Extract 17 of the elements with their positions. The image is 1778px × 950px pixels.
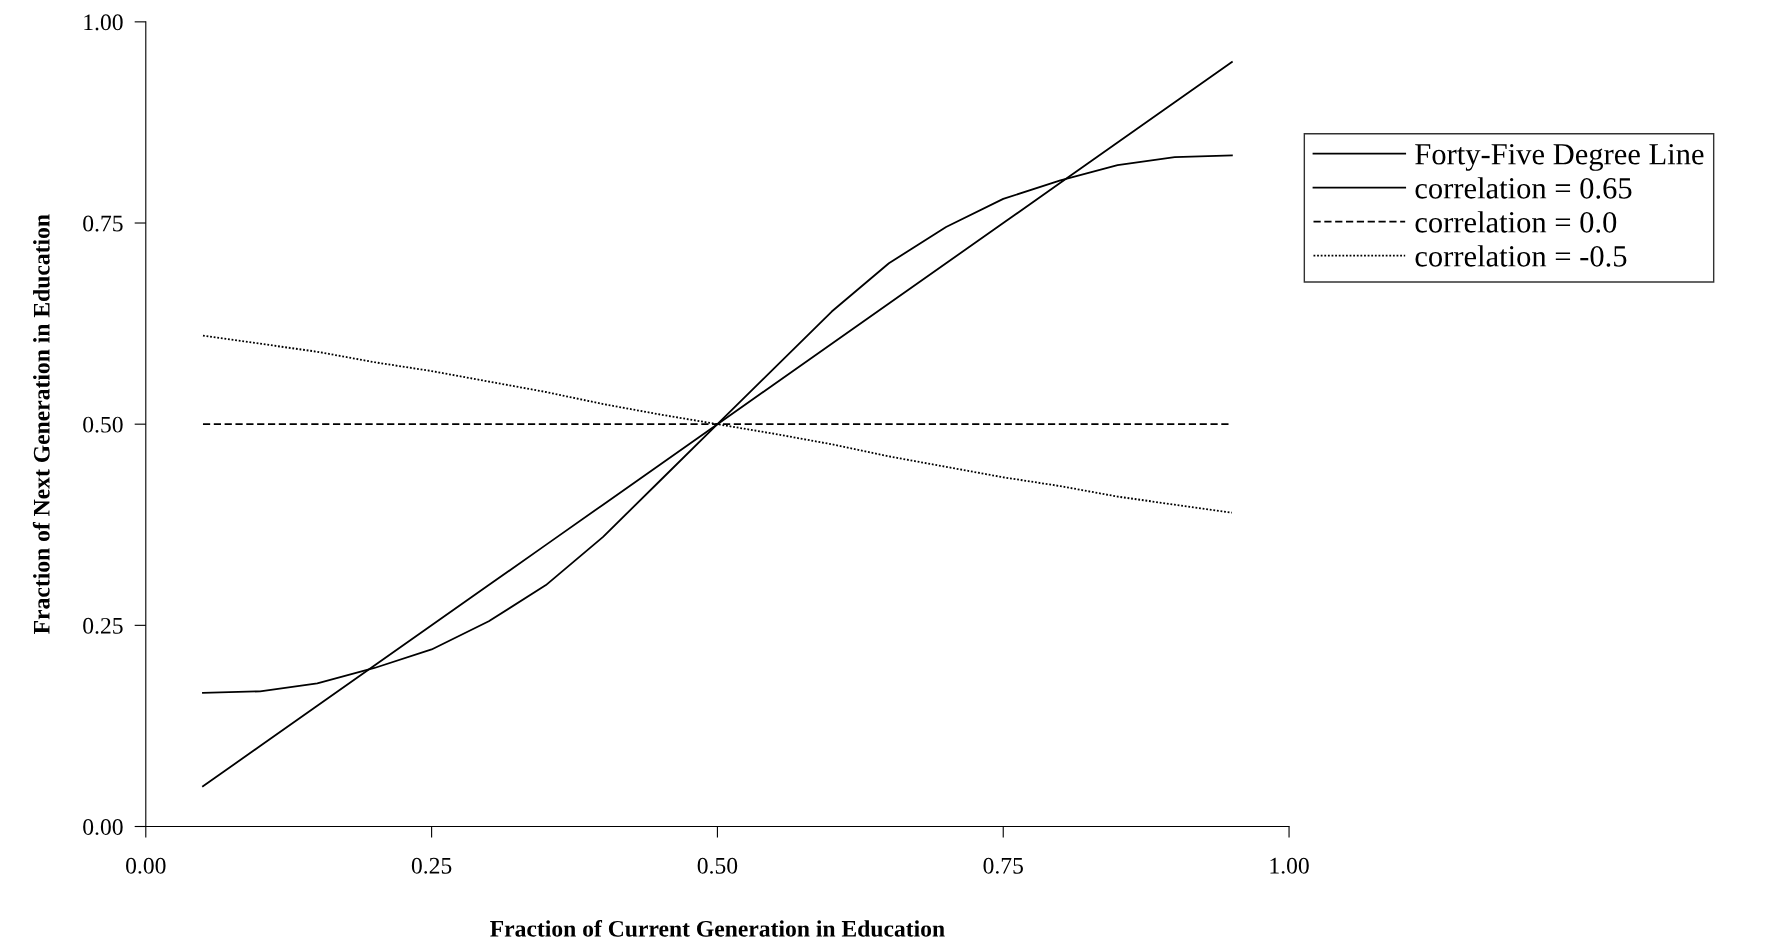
legend-label: correlation = 0.0 bbox=[1415, 211, 1617, 233]
y-tick-label: 0.25 bbox=[83, 617, 123, 634]
x-tick-label: 0.25 bbox=[411, 857, 452, 874]
legend-label: correlation = -0.5 bbox=[1415, 245, 1627, 267]
x-tick-label: 1.00 bbox=[1270, 857, 1309, 874]
y-tick-label: 0.00 bbox=[83, 818, 123, 836]
legend-label: Forty-Five Degree Line bbox=[1415, 144, 1704, 171]
y-tick-label: 0.50 bbox=[83, 416, 123, 433]
x-tick-label: 0.75 bbox=[983, 857, 1023, 874]
y-tick-label: 1.00 bbox=[84, 14, 123, 31]
y-axis-title: Fraction of Next Generation in Education bbox=[32, 214, 50, 634]
line-series bbox=[202, 61, 1233, 788]
x-tick-label: 0.50 bbox=[697, 857, 738, 874]
x-axis-title: Fraction of Current Generation in Education bbox=[490, 919, 945, 937]
x-tick-label: 0.00 bbox=[126, 857, 166, 874]
legend-label: correlation = 0.65 bbox=[1415, 177, 1632, 199]
y-tick-label: 0.75 bbox=[83, 215, 123, 232]
